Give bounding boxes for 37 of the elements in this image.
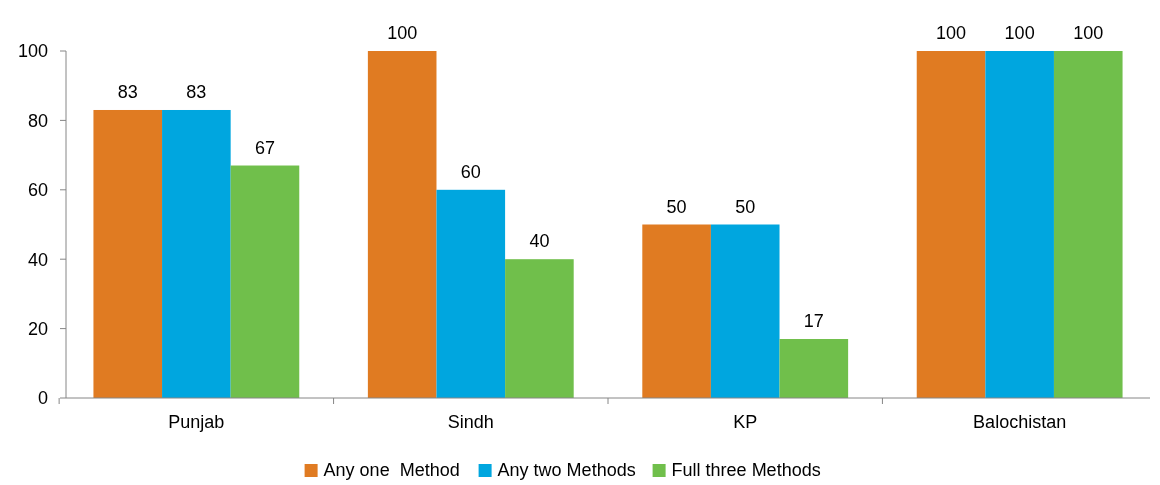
y-tick-label: 40 (27, 249, 48, 270)
data-label: 40 (529, 231, 550, 252)
bar (642, 224, 711, 398)
bar (162, 109, 231, 398)
data-label: 67 (254, 137, 275, 158)
data-label: 60 (460, 161, 481, 182)
bar (367, 51, 437, 398)
data-label: 100 (1073, 23, 1104, 43)
data-label: 50 (666, 196, 687, 217)
x-tick-label: Sindh (447, 412, 494, 432)
y-tick-label: 100 (17, 41, 48, 62)
bar (230, 165, 300, 398)
y-tick-label: 80 (27, 110, 48, 131)
bar (985, 51, 1054, 398)
bar (710, 224, 780, 398)
data-label: 100 (387, 23, 418, 43)
data-label: 100 (936, 23, 967, 43)
bar (1053, 51, 1123, 398)
legend-label: Any one Method (323, 460, 460, 480)
data-label: 83 (117, 81, 138, 102)
y-tick-label: 0 (37, 388, 48, 409)
bar (436, 189, 506, 398)
x-tick-label: Balochistan (973, 412, 1067, 432)
bar (779, 339, 849, 398)
bar (916, 51, 986, 398)
bar (505, 259, 574, 398)
legend-label: Any two Methods (497, 460, 636, 480)
x-tick-label: KP (733, 412, 758, 432)
data-label: 83 (186, 81, 207, 102)
bar (93, 109, 163, 398)
y-tick-label: 20 (27, 318, 48, 339)
data-label: 17 (803, 311, 824, 332)
x-tick-label: Punjab (168, 412, 225, 432)
y-tick-label: 60 (27, 180, 48, 201)
data-label: 50 (735, 196, 756, 217)
legend-label: Full three Methods (671, 460, 821, 480)
data-label: 100 (1004, 23, 1035, 43)
